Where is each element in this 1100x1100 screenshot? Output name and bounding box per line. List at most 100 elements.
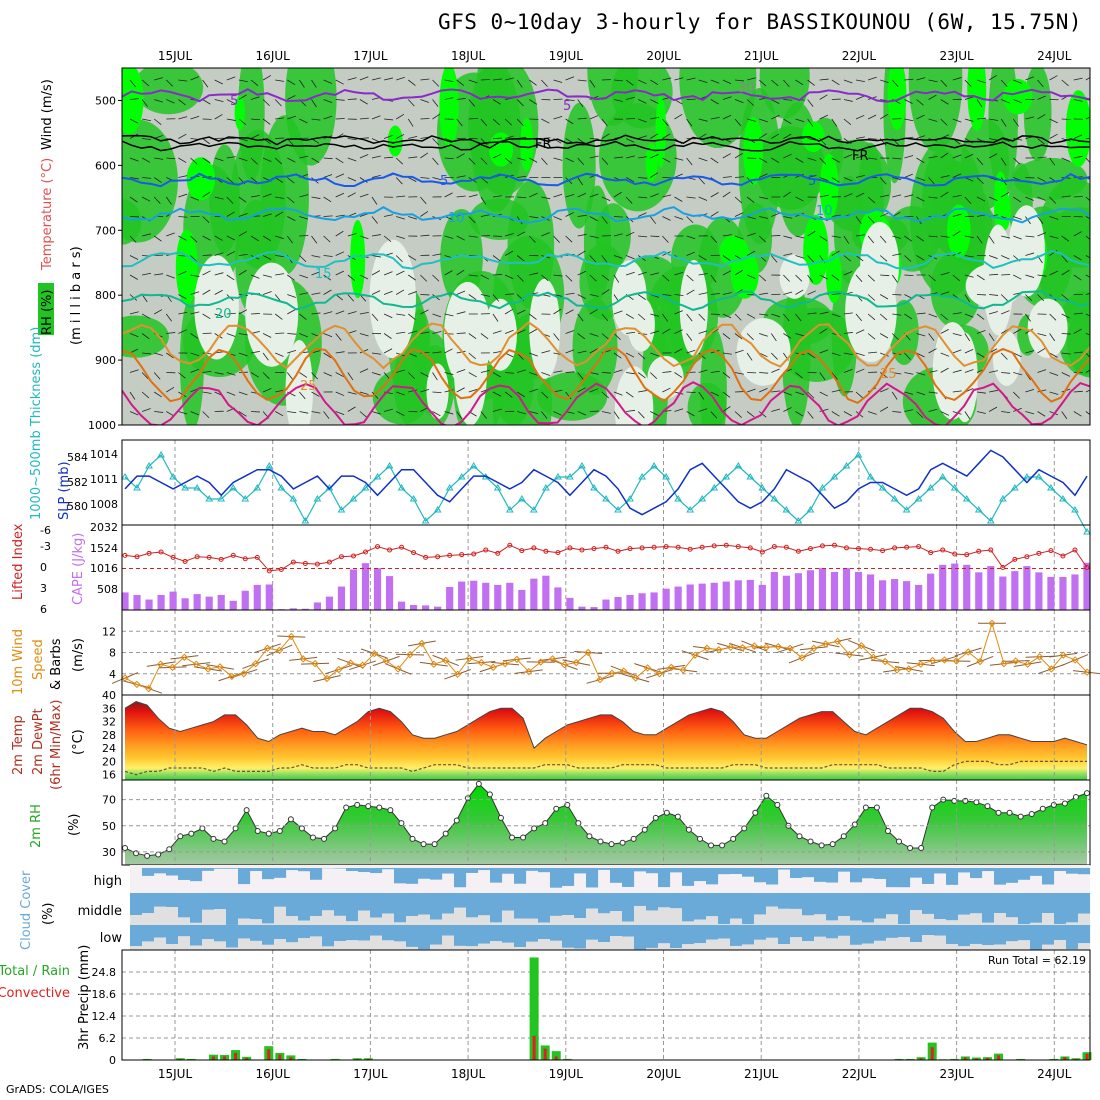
cloud-cell [718, 868, 731, 875]
cloud-cell [934, 893, 947, 920]
pressure-tick: 500 [95, 94, 116, 107]
wind-barb [589, 216, 598, 222]
wind-barb [141, 408, 151, 412]
cloud-cell [178, 925, 191, 937]
wind-barb [1000, 352, 1008, 360]
wind-speed-line [124, 621, 1088, 690]
wind-barb [686, 118, 693, 127]
speed-axis-label: Speed [31, 639, 46, 680]
wind-barb [904, 274, 914, 277]
wind-barb [589, 333, 599, 337]
wind-barb [178, 193, 188, 198]
cloud-cell [490, 893, 503, 923]
wind-barb [1073, 312, 1083, 315]
cloud-cell [826, 925, 839, 939]
wind-barb [722, 372, 731, 379]
wind-barb [420, 177, 430, 179]
wind-barb [1037, 347, 1046, 354]
wind-barb [831, 411, 840, 417]
wind-barb [142, 352, 152, 355]
wind-barb [432, 313, 442, 318]
wind-barb [275, 211, 284, 217]
rh2m-point [807, 838, 814, 845]
wind-barb [299, 313, 307, 320]
wind-barb [1073, 255, 1082, 261]
date-label-bottom: 16JUL [256, 1067, 291, 1081]
cloud-cell-light [358, 910, 371, 925]
wind-barb [746, 411, 755, 418]
wind-barb [432, 411, 441, 417]
rh2m-point [442, 830, 449, 837]
wind-barb [396, 411, 405, 416]
wind-barb [226, 391, 236, 396]
wind-barb [1073, 155, 1083, 159]
cloud-cell-light [670, 948, 683, 950]
wind-barb [698, 330, 708, 334]
cloud-cell [814, 925, 827, 937]
cloud-cell-light [874, 918, 887, 925]
cloud-level-label: middle [78, 904, 122, 919]
wind-barb [734, 235, 744, 240]
wind-speed-point [631, 674, 640, 682]
cloud-cell [658, 925, 671, 944]
wind-barb [880, 79, 889, 84]
wind-barb [964, 196, 972, 204]
wind-barb [565, 309, 574, 315]
cloud-cell-light [898, 924, 911, 925]
wind-barb [686, 216, 694, 224]
cloud-cell [646, 893, 659, 911]
wind-barb [516, 118, 524, 126]
wind-barb [238, 253, 248, 256]
wind-barb [734, 411, 742, 418]
cloud-cell [286, 893, 299, 917]
cloud-cell [406, 868, 419, 884]
wind-speed-point [477, 658, 486, 667]
wind-barb [746, 216, 756, 220]
wind-barb [468, 333, 477, 340]
wind-barb [359, 294, 367, 302]
wind-barb [940, 352, 950, 357]
wind-barb [456, 235, 465, 241]
wind-barb [1061, 195, 1071, 198]
cloud-cell-light [994, 913, 1007, 925]
wind-barb [299, 235, 309, 237]
wind-barb [1000, 157, 1007, 166]
wind-speed-point [679, 666, 687, 674]
wind-barb [1085, 157, 1090, 164]
wind-barb [674, 294, 684, 296]
wind-barb [311, 196, 321, 199]
rh2m-line [124, 783, 1088, 857]
wind-barb [238, 231, 247, 237]
wind-speed-point [335, 665, 343, 674]
wind-barb [287, 196, 295, 204]
cloud-cell-light [274, 939, 287, 950]
wind-barb [831, 372, 838, 380]
lifted-index-point [134, 554, 140, 560]
wind-barb [553, 193, 563, 198]
wind-barb [141, 372, 149, 380]
wind-barb [395, 255, 403, 263]
cape-bar [121, 592, 129, 610]
wind-barb [831, 352, 841, 357]
wind-speed-point [156, 660, 165, 668]
cloud-cell [358, 868, 371, 873]
wind-barb [613, 216, 624, 218]
wind-barb [928, 118, 938, 122]
wind-barb [638, 99, 647, 104]
wind-barb [335, 372, 344, 378]
wind-barb [178, 270, 187, 276]
wind-barb [529, 352, 538, 357]
wind-barb [323, 411, 330, 419]
rh2m-point [995, 809, 1002, 816]
wind-barb [892, 411, 902, 413]
wind-barb [299, 292, 309, 295]
wind-barb [855, 352, 865, 356]
wind-barb [1012, 118, 1019, 127]
wind-barb [783, 216, 793, 219]
wind-barb [879, 235, 887, 244]
wind-barb [795, 79, 804, 86]
cloud-cell [862, 868, 875, 879]
wind-barb [638, 177, 648, 179]
lifted-index-point [928, 550, 934, 556]
cape-tick: 1016 [90, 562, 118, 575]
